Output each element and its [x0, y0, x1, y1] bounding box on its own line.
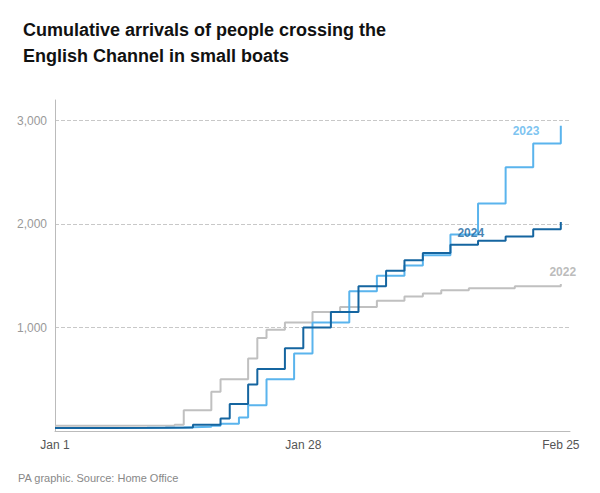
svg-text:3,000: 3,000: [17, 114, 47, 128]
svg-text:1,000: 1,000: [17, 321, 47, 335]
svg-text:Cumulative arrivals of people: Cumulative arrivals of people crossing t…: [23, 20, 386, 40]
svg-text:Jan 28: Jan 28: [285, 438, 321, 452]
svg-text:Jan 1: Jan 1: [40, 438, 70, 452]
svg-text:English Channel in small boats: English Channel in small boats: [23, 46, 289, 66]
svg-text:2022: 2022: [549, 265, 576, 279]
svg-text:Feb 25: Feb 25: [542, 438, 580, 452]
svg-text:PA graphic. Source: Home Offic: PA graphic. Source: Home Office: [18, 472, 178, 484]
svg-text:2023: 2023: [513, 124, 540, 138]
svg-text:2,000: 2,000: [17, 217, 47, 231]
svg-text:2024: 2024: [457, 226, 484, 240]
